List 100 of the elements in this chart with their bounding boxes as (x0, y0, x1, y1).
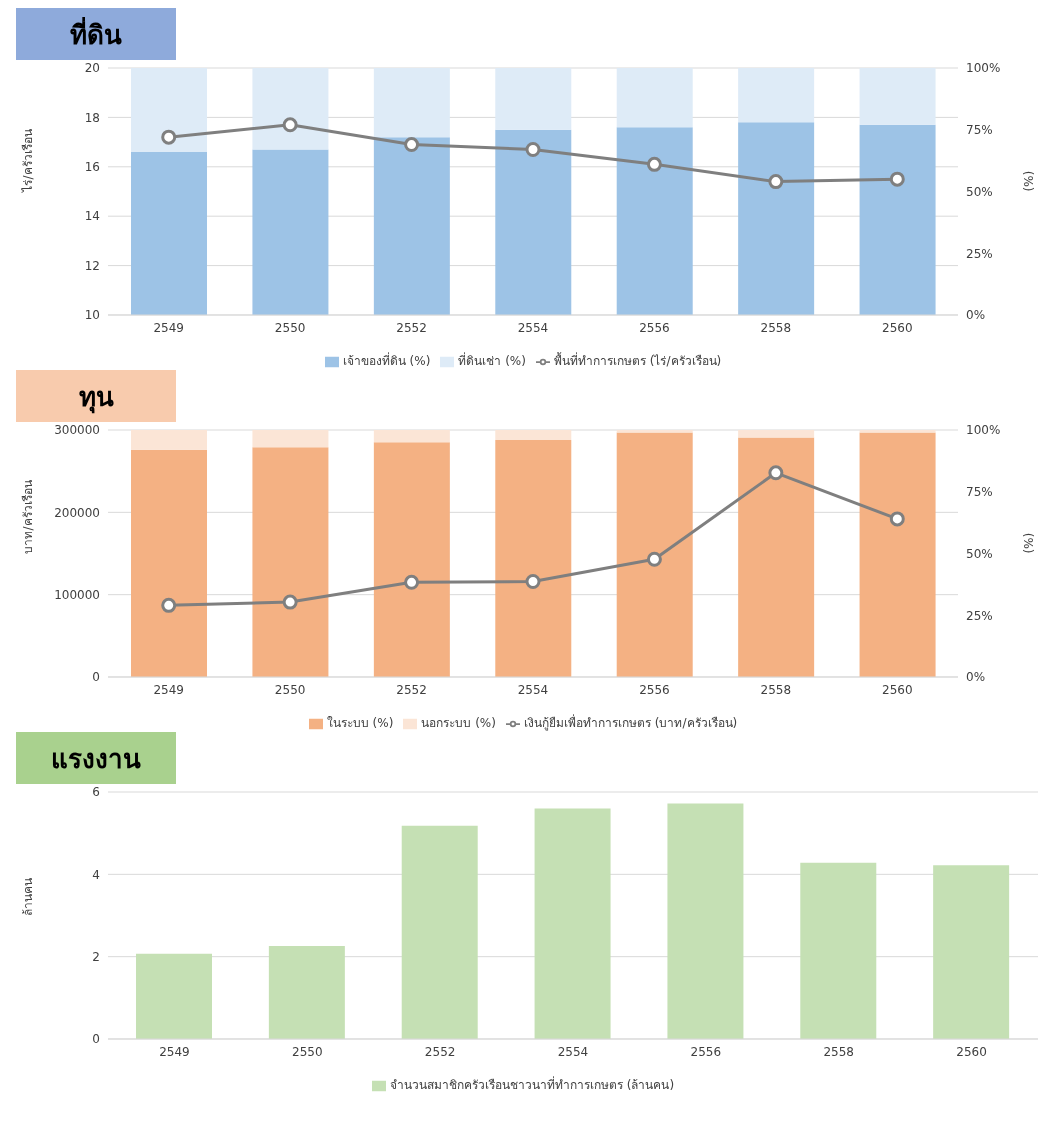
x-tick-label: 2560 (882, 682, 913, 697)
bar (268, 945, 345, 1039)
x-tick-label: 2552 (396, 320, 427, 335)
y2-tick-label: 0% (966, 670, 986, 685)
x-tick-label: 2552 (396, 682, 427, 697)
y-tick-label: 4 (92, 867, 100, 882)
legend-label: ในระบบ (%) (326, 716, 394, 730)
bar (373, 442, 450, 677)
bar (401, 825, 478, 1039)
x-tick-label: 2549 (153, 320, 184, 335)
x-tick-label: 2549 (159, 1044, 190, 1059)
y2-tick-label: 0% (966, 308, 986, 323)
x-tick-label: 2552 (424, 1044, 456, 1059)
bar (131, 151, 207, 315)
y-tick-label: 16 (84, 160, 100, 175)
y2-tick-label: 50% (966, 184, 993, 199)
y2-axis-title: (%) (1020, 170, 1035, 192)
legend-label: นอกระบบ (%) (421, 716, 496, 730)
x-tick-label: 2554 (517, 682, 549, 697)
x-tick-label: 2554 (557, 1044, 589, 1059)
bar (252, 430, 329, 448)
y2-tick-label: 100% (966, 423, 1001, 438)
point (889, 171, 905, 187)
y-axis-title: ไร่/ครัวเรือน (21, 129, 36, 193)
y2-tick-label: 25% (966, 246, 993, 261)
chart-title: ที่ดิน (16, 8, 176, 60)
y-tick-label: 14 (84, 209, 100, 224)
bar (667, 803, 744, 1039)
point (646, 156, 662, 172)
point (525, 142, 541, 158)
x-tick-label: 2556 (690, 1044, 722, 1059)
bar (495, 129, 572, 315)
bar (373, 137, 450, 315)
x-tick-label: 2549 (153, 682, 184, 697)
y-tick-label: 10 (84, 308, 100, 323)
chart-title: แรงงาน (16, 732, 176, 784)
point (525, 573, 541, 589)
bar (495, 439, 572, 677)
legend-label: จำนวนสมาชิกครัวเรือนชาวนาที่ทำการเกษตร (ล้านคน) (389, 1078, 675, 1092)
x-tick-label: 2550 (274, 682, 306, 697)
bar (131, 68, 207, 152)
x-tick-label: 2556 (639, 320, 670, 335)
point (282, 594, 298, 610)
point (161, 129, 177, 145)
y-axis-title: ล้านคน (21, 877, 36, 916)
y-tick-label: 2 (92, 949, 100, 964)
bar (131, 449, 207, 677)
point (161, 597, 177, 613)
bar (738, 430, 815, 438)
point (646, 551, 662, 567)
bar (738, 122, 815, 315)
bar (800, 862, 877, 1039)
y2-axis-title: (%) (1020, 532, 1035, 554)
bar (933, 865, 1010, 1039)
bar (252, 447, 329, 677)
y-tick-label: 0 (92, 670, 100, 685)
point (282, 117, 298, 133)
y-tick-label: 0 (92, 1032, 100, 1047)
x-tick-label: 2560 (882, 320, 913, 335)
y-axis-title: บาท/ครัวเรือน (21, 480, 36, 554)
x-tick-label: 2550 (292, 1044, 323, 1059)
y2-tick-label: 100% (966, 61, 1001, 76)
y-tick-label: 18 (84, 110, 100, 125)
bar (859, 68, 936, 125)
legend-label: พื้นที่ทำการเกษตร (ไร่/ครัวเรือน) (553, 354, 722, 368)
x-tick-label: 2556 (639, 682, 670, 697)
point (768, 174, 784, 190)
x-tick-label: 2558 (760, 320, 792, 335)
legend-label: เจ้าของที่ดิน (%) (342, 354, 431, 368)
bar (738, 437, 815, 677)
bar (534, 808, 611, 1039)
x-tick-label: 2554 (517, 320, 549, 335)
y-tick-label: 6 (92, 785, 100, 800)
bar (373, 68, 450, 138)
x-tick-label: 2558 (760, 682, 792, 697)
bar (616, 127, 693, 315)
point (889, 511, 905, 527)
bar (252, 68, 329, 150)
bar (373, 430, 450, 443)
bar (131, 430, 207, 450)
bar (136, 953, 212, 1039)
bar (616, 432, 693, 677)
bar (616, 68, 693, 128)
y2-tick-label: 50% (966, 546, 993, 561)
bar (859, 432, 936, 677)
x-tick-label: 2558 (823, 1044, 854, 1059)
bar (859, 124, 936, 315)
legend-label: ที่ดินเช่า (%) (458, 354, 526, 368)
x-tick-label: 2560 (956, 1044, 987, 1059)
y2-tick-label: 75% (966, 123, 993, 138)
point (768, 465, 784, 481)
bar (252, 149, 329, 315)
x-tick-label: 2550 (274, 320, 306, 335)
point (404, 137, 420, 153)
point (404, 574, 420, 590)
y-tick-label: 12 (84, 258, 100, 273)
bar (495, 430, 572, 440)
chart-title: ทุน (16, 370, 176, 422)
y-tick-label: 300000 (54, 423, 100, 438)
y2-tick-label: 75% (966, 485, 993, 500)
